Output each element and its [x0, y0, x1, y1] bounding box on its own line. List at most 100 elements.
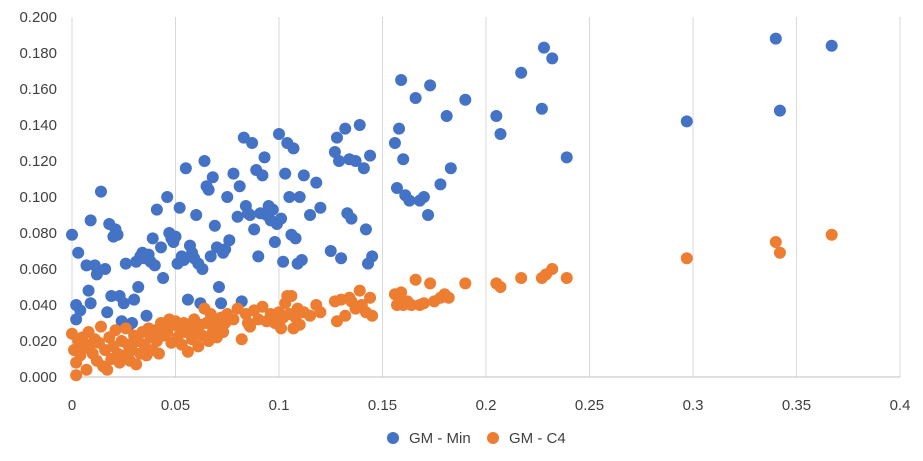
data-point: [117, 297, 130, 310]
data-point: [335, 252, 348, 265]
y-tick-label: 0.080: [19, 225, 57, 242]
data-point: [155, 241, 168, 254]
data-point: [140, 309, 153, 322]
data-point: [295, 254, 308, 266]
data-point: [324, 245, 337, 257]
data-point: [101, 363, 114, 376]
data-point: [235, 333, 248, 346]
data-point: [161, 191, 174, 203]
x-tick-label: 0.35: [782, 397, 811, 414]
y-tick-label: 0.060: [19, 261, 57, 278]
data-point: [535, 102, 548, 115]
data-point: [227, 167, 240, 180]
data-point: [494, 128, 507, 140]
data-point: [150, 203, 163, 216]
data-point: [181, 293, 194, 306]
data-point: [444, 162, 457, 175]
data-point: [111, 228, 124, 241]
data-point: [409, 273, 422, 286]
data-point: [680, 252, 693, 265]
y-tick-label: 0.040: [19, 297, 57, 314]
data-point: [99, 263, 112, 275]
x-tick-label: 0.05: [161, 397, 190, 414]
data-point: [417, 191, 430, 203]
data-point: [349, 155, 362, 167]
data-point: [769, 236, 782, 248]
data-point: [233, 180, 246, 193]
data-point: [244, 320, 257, 333]
data-point: [128, 293, 141, 306]
data-point: [314, 306, 327, 319]
data-point: [353, 284, 366, 297]
data-point: [388, 137, 401, 149]
data-point: [397, 153, 410, 166]
data-point: [219, 243, 232, 256]
data-point: [82, 284, 95, 297]
y-tick-label: 0.200: [19, 9, 57, 26]
data-point: [268, 236, 281, 248]
data-point: [177, 254, 190, 266]
data-point: [359, 223, 372, 236]
data-point: [304, 309, 317, 322]
data-point: [490, 110, 503, 122]
x-tick-label: 0.3: [683, 397, 704, 414]
data-point: [105, 290, 118, 302]
data-point: [546, 263, 559, 275]
data-point: [417, 297, 430, 310]
data-point: [287, 142, 300, 155]
data-point: [366, 250, 379, 263]
data-points: [66, 32, 838, 382]
y-tick-label: 0.120: [19, 153, 57, 170]
data-point: [424, 79, 437, 92]
data-point: [339, 122, 352, 135]
data-point: [221, 191, 234, 203]
data-point: [196, 263, 209, 275]
data-point: [459, 277, 472, 290]
data-point: [333, 155, 346, 167]
data-point: [252, 250, 265, 263]
data-point: [275, 212, 288, 225]
data-point: [109, 324, 122, 337]
data-point: [74, 304, 87, 317]
data-point: [80, 363, 93, 376]
data-point: [395, 74, 408, 86]
data-point: [515, 66, 528, 79]
data-point: [310, 176, 323, 189]
data-point: [84, 214, 97, 227]
data-point: [393, 122, 406, 135]
x-tick-label: 0.25: [575, 397, 604, 414]
legend-marker: [487, 432, 499, 444]
data-point: [825, 228, 838, 241]
data-point: [680, 115, 693, 128]
data-point: [494, 281, 507, 293]
data-point: [94, 185, 107, 198]
data-point: [279, 167, 292, 180]
data-point: [266, 203, 279, 216]
data-point: [546, 52, 559, 65]
data-point: [130, 358, 143, 371]
y-tick-label: 0.020: [19, 333, 57, 350]
data-point: [773, 246, 786, 259]
data-point: [202, 183, 215, 196]
data-point: [84, 297, 97, 310]
x-tick-label: 0: [68, 397, 76, 414]
data-point: [70, 313, 83, 326]
data-point: [537, 41, 550, 54]
legend-marker: [387, 432, 399, 444]
data-point: [405, 299, 418, 311]
data-point: [289, 232, 302, 245]
y-tick-label: 0.180: [19, 45, 57, 62]
data-point: [459, 93, 472, 106]
data-point: [395, 286, 408, 299]
data-point: [157, 272, 170, 284]
data-point: [169, 230, 182, 243]
data-point: [283, 191, 296, 203]
data-point: [152, 347, 165, 360]
data-point: [119, 322, 132, 335]
data-point: [256, 300, 269, 313]
data-point: [434, 178, 447, 191]
data-point: [72, 246, 85, 259]
x-tick-label: 0.4: [890, 397, 911, 414]
data-point: [204, 250, 217, 263]
